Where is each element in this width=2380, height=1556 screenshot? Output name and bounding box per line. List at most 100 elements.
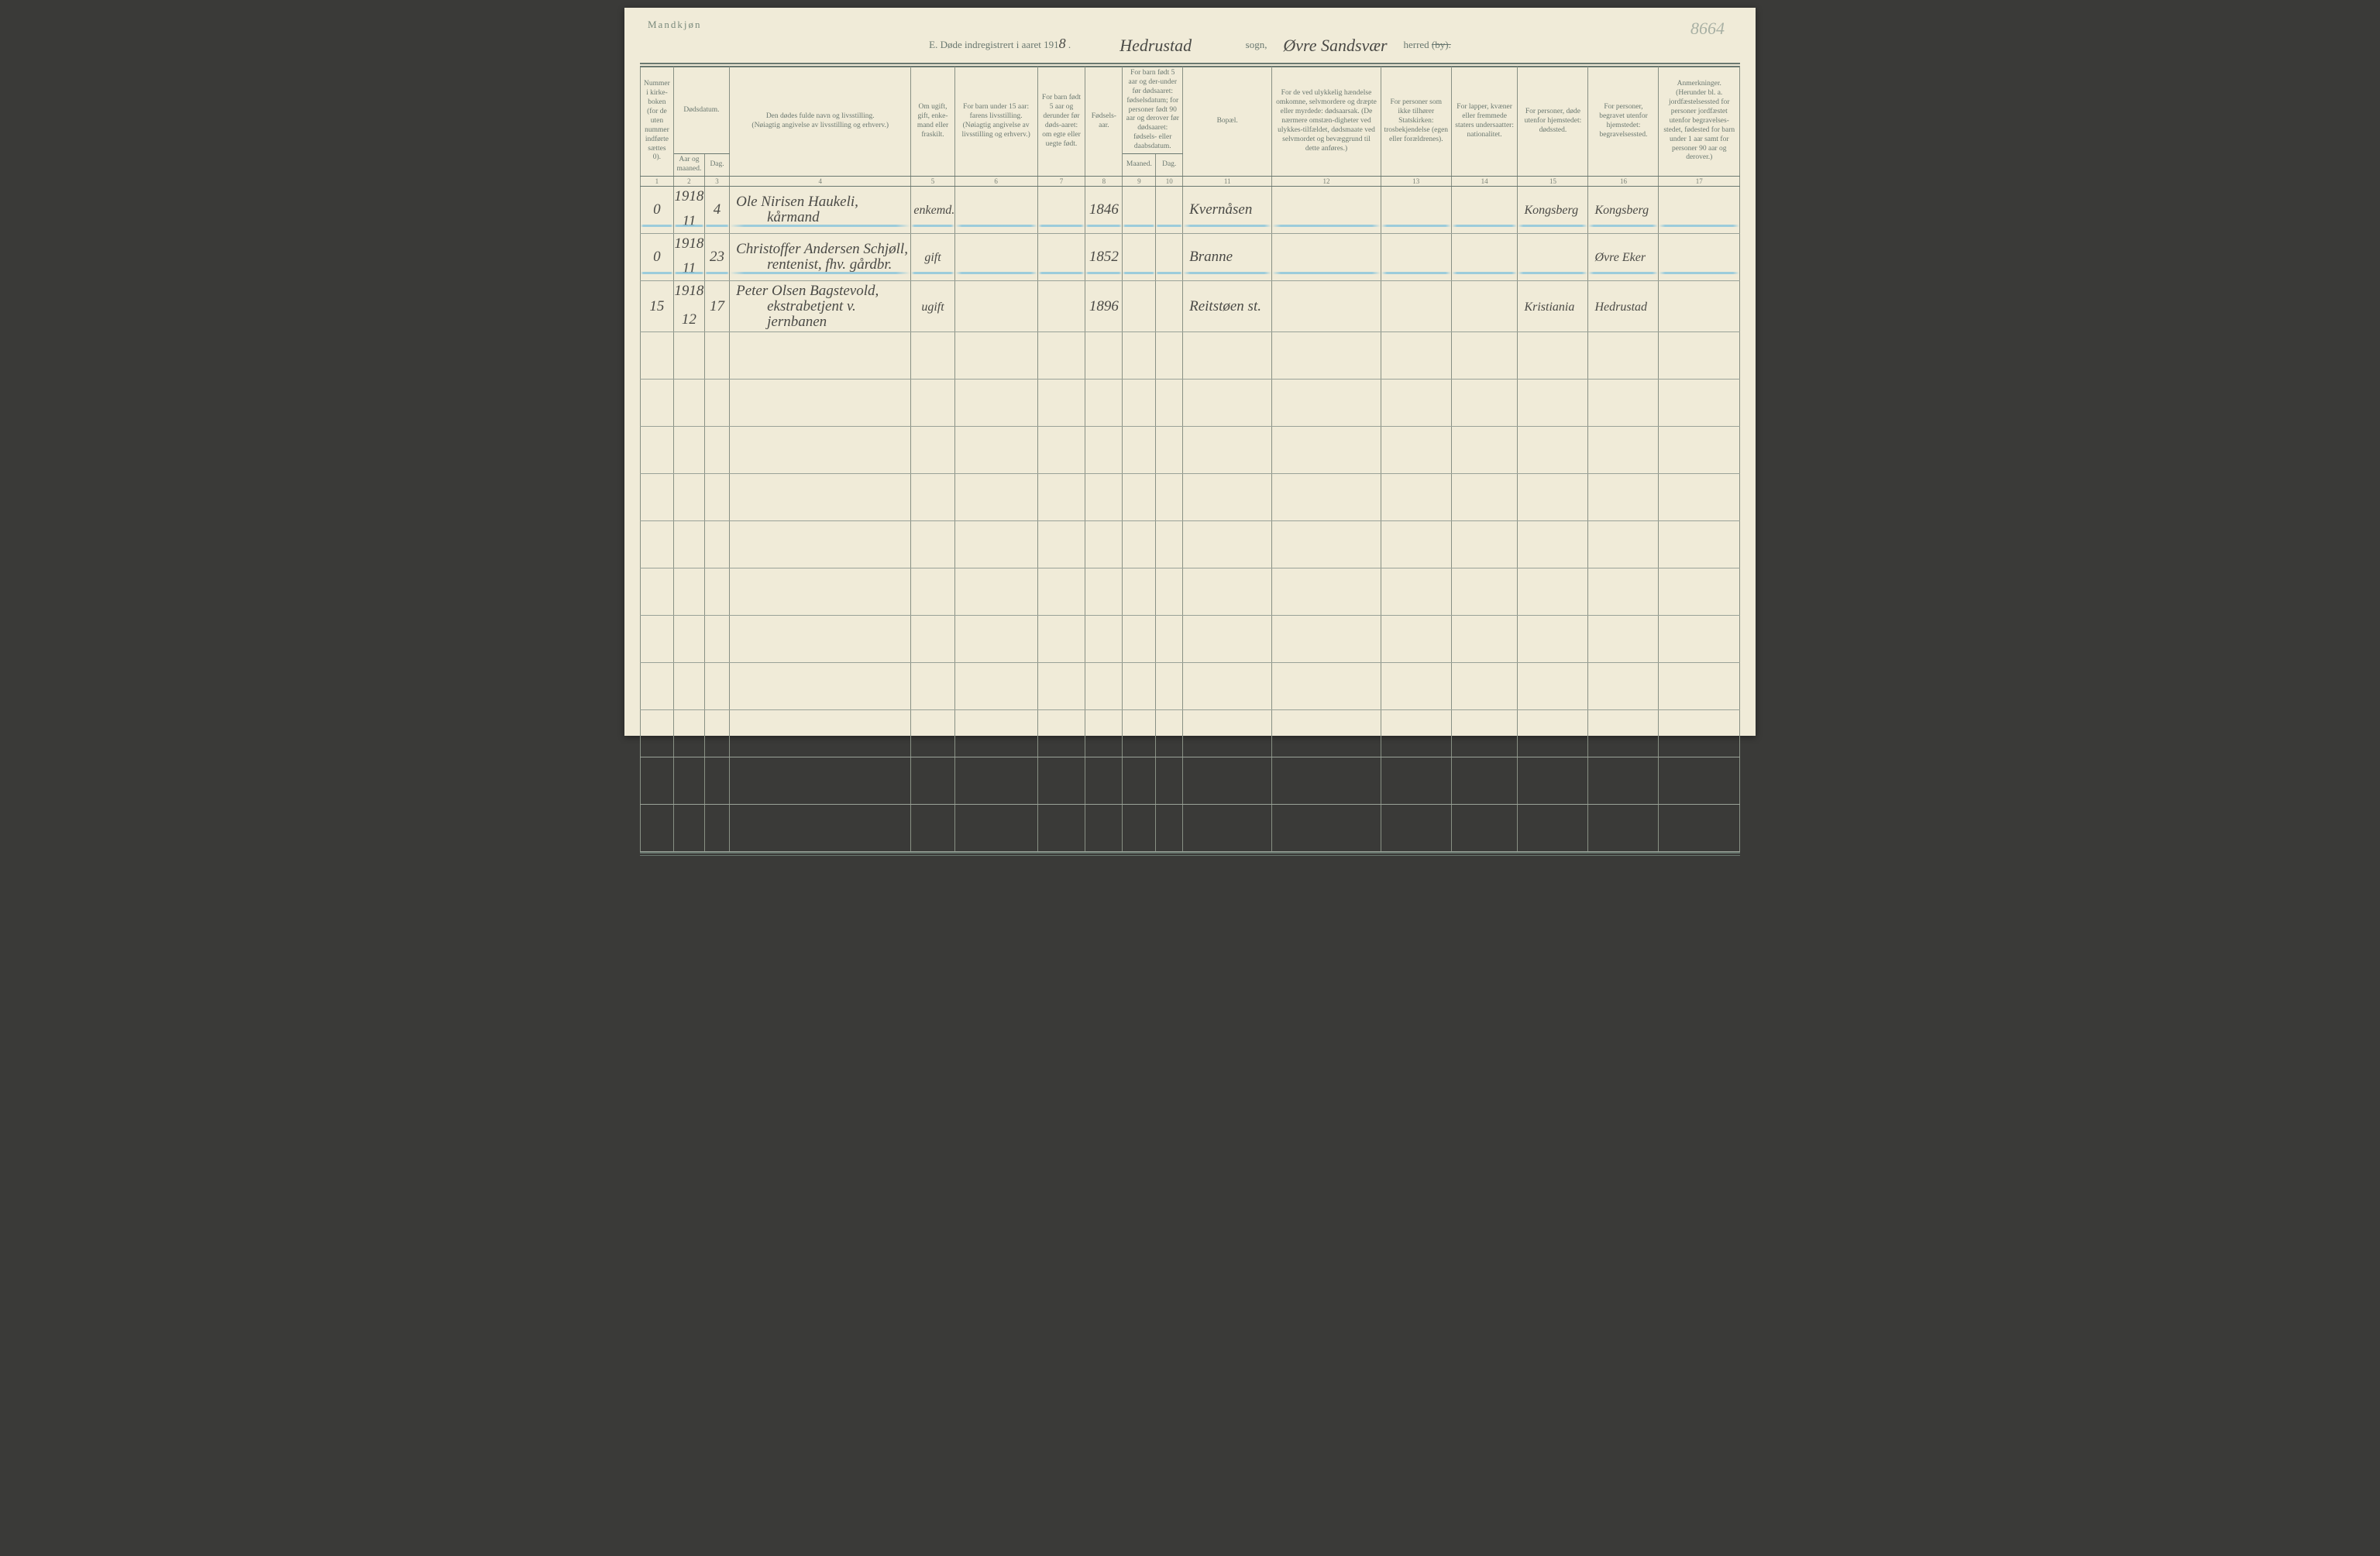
cell (954, 331, 1037, 379)
col-2-sub: Aar og maaned. (673, 153, 704, 176)
cell (1037, 331, 1085, 379)
table-row: 019181123Christoffer Andersen Schjøll,re… (641, 233, 1740, 280)
cell (1451, 379, 1518, 426)
table-row (641, 473, 1740, 520)
register-table: Nummer i kirke-boken (for de uten nummer… (640, 67, 1740, 852)
cell (1037, 615, 1085, 662)
data-body: 01918114Ole Nirisen Haukeli,kårmandenkem… (641, 186, 1740, 851)
cell (1659, 709, 1740, 757)
cell (1085, 709, 1123, 757)
cell: gift (911, 233, 954, 280)
cell (730, 520, 911, 568)
table-row (641, 568, 1740, 615)
cell (954, 568, 1037, 615)
cell (1037, 280, 1085, 331)
cell (704, 662, 729, 709)
cell (673, 426, 704, 473)
cell (1085, 757, 1123, 804)
cell (1518, 379, 1588, 426)
cell (954, 426, 1037, 473)
table-row (641, 757, 1740, 804)
cell (1123, 379, 1156, 426)
cell (1381, 757, 1451, 804)
cell: ugift (911, 280, 954, 331)
cell (1588, 804, 1659, 851)
cell: Hedrustad (1588, 280, 1659, 331)
year-handwritten: 8 (1059, 36, 1066, 51)
column-number: 8 (1085, 176, 1123, 186)
cell: 191812 (673, 280, 704, 331)
cell (1451, 615, 1518, 662)
cell (1183, 615, 1272, 662)
cell (641, 568, 674, 615)
cell: 23 (704, 233, 729, 280)
col-6-line2: (Nøiagtig angivelse av livsstilling og e… (962, 122, 1030, 139)
cell (1183, 473, 1272, 520)
table-row (641, 709, 1740, 757)
cell (1588, 520, 1659, 568)
col-17-header: Anmerkninger. (Herunder bl. a. jordfæste… (1659, 67, 1740, 177)
cell (730, 379, 911, 426)
column-number: 6 (954, 176, 1037, 186)
top-rule (640, 63, 1740, 64)
cell (1085, 804, 1123, 851)
cell (1037, 804, 1085, 851)
col-13-header: For personer som ikke tilhører Statskirk… (1381, 67, 1451, 177)
cell (1451, 520, 1518, 568)
cell: 191811 (673, 233, 704, 280)
cell (704, 331, 729, 379)
cell (641, 709, 674, 757)
cell (911, 615, 954, 662)
col-11-header: Bopæl. (1183, 67, 1272, 177)
cell (1123, 473, 1156, 520)
cell (704, 757, 729, 804)
table-row (641, 615, 1740, 662)
cell (1381, 331, 1451, 379)
cell (641, 520, 674, 568)
cell (1659, 331, 1740, 379)
cell (1085, 426, 1123, 473)
cell (641, 379, 674, 426)
title-prefix: E. Døde indregistrert i aaret 191 (929, 39, 1059, 51)
column-number: 3 (704, 176, 729, 186)
cell (1518, 568, 1588, 615)
column-number: 9 (1123, 176, 1156, 186)
cell (1451, 280, 1518, 331)
cell (1123, 662, 1156, 709)
cell (673, 662, 704, 709)
cell (704, 709, 729, 757)
cell: 0 (641, 186, 674, 233)
cell (704, 379, 729, 426)
cell: Christoffer Andersen Schjøll,rentenist, … (730, 233, 911, 280)
col-6-header: For barn under 15 aar: farens livsstilli… (954, 67, 1037, 177)
cell (1272, 331, 1381, 379)
cell (704, 568, 729, 615)
cell (1037, 379, 1085, 426)
cell (1085, 331, 1123, 379)
cell (1588, 662, 1659, 709)
col-3-sub: Dag. (704, 153, 729, 176)
cell (1272, 662, 1381, 709)
cell (1659, 280, 1740, 331)
cell (1085, 379, 1123, 426)
cell (1037, 568, 1085, 615)
table-row (641, 662, 1740, 709)
col-15-header: For personer, døde utenfor hjemstedet: d… (1518, 67, 1588, 177)
cell: 4 (704, 186, 729, 233)
cell (1037, 662, 1085, 709)
cell: Kongsberg (1588, 186, 1659, 233)
cell (1156, 568, 1183, 615)
cell (954, 757, 1037, 804)
cell (641, 473, 674, 520)
cell (1518, 662, 1588, 709)
cell (1156, 662, 1183, 709)
cell (1588, 709, 1659, 757)
cell (1381, 280, 1451, 331)
cell (1588, 473, 1659, 520)
cell (1659, 757, 1740, 804)
col-5-header: Om ugift, gift, enke-mand eller fraskilt… (911, 67, 954, 177)
cell (1156, 757, 1183, 804)
sogn-handwritten: Hedrustad (1086, 36, 1226, 57)
cell (911, 709, 954, 757)
cell (1451, 568, 1518, 615)
